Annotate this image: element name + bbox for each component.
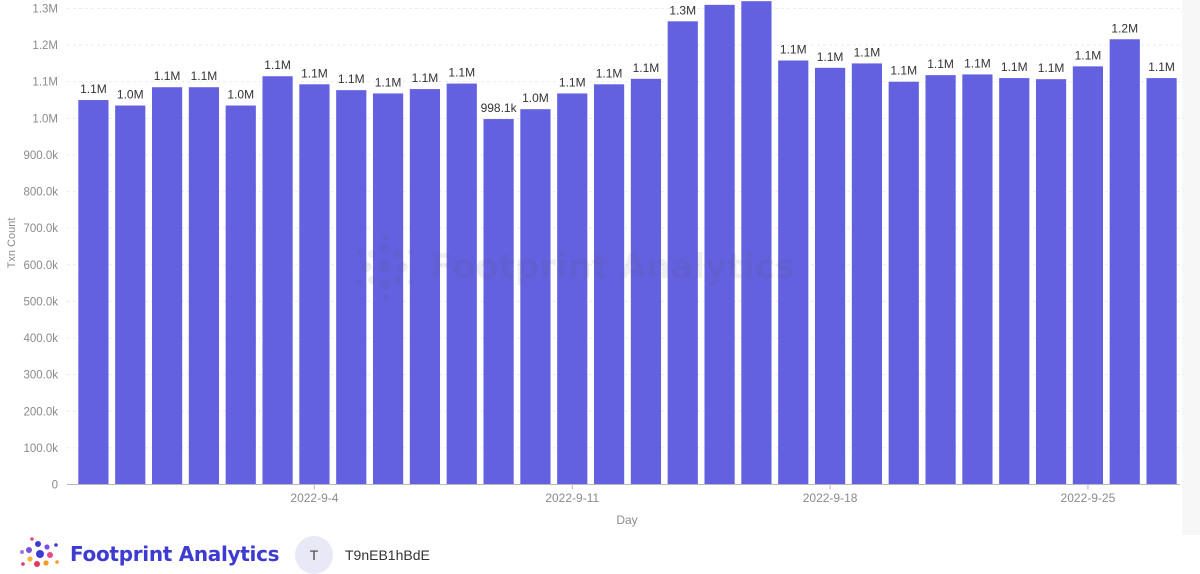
bar: [225, 105, 256, 485]
data-label: 1.1M: [780, 42, 807, 56]
y-tick-label: 300.0k: [23, 370, 58, 382]
bar: [483, 119, 514, 485]
y-tick-label: 600.0k: [23, 260, 58, 272]
y-tick-label: 0: [52, 480, 58, 492]
brand[interactable]: Footprint Analytics: [18, 537, 280, 571]
data-label: 1.1M: [154, 69, 181, 83]
bar: [188, 87, 220, 485]
footer: Footprint Analytics T T9nEB1hBdE: [18, 535, 1198, 574]
bar: [151, 87, 183, 485]
data-label: 1.1M: [448, 66, 475, 80]
bar: [888, 81, 919, 485]
data-label: 1.0M: [227, 88, 254, 102]
y-tick-label: 1.3M: [32, 4, 58, 16]
bar-chart: 0 100.0k 200.0k 300.0k 400.0k 500.0k 600.0k 700…: [6, 1, 1180, 527]
bar: [741, 1, 772, 485]
bar: [557, 93, 588, 485]
bar: [1109, 39, 1140, 485]
data-label: 1.2M: [1111, 21, 1138, 35]
y-tick-label: 900.0k: [23, 150, 58, 162]
data-label: 1.1M: [375, 75, 402, 89]
data-label: 1.1M: [890, 64, 917, 78]
bar: [115, 105, 146, 485]
x-axis-label: Day: [616, 513, 637, 527]
right-scroll-strip: [1182, 0, 1200, 535]
brand-name: Footprint Analytics: [70, 542, 280, 566]
data-label: 1.1M: [264, 58, 291, 72]
data-label: 1.0M: [117, 88, 144, 102]
username: T9nEB1hBdE: [345, 547, 430, 563]
data-label: 1.1M: [596, 66, 623, 80]
avatar: T: [295, 536, 333, 574]
bar: [814, 67, 846, 485]
data-label: 1.1M: [817, 50, 844, 64]
y-tick-label: 700.0k: [23, 223, 58, 235]
x-tick-label: 2022-9-11: [545, 491, 599, 505]
bar: [778, 60, 809, 485]
y-axis-label: Txn Count: [6, 218, 18, 269]
data-label: 1.1M: [301, 66, 328, 80]
bar: [520, 109, 551, 485]
y-tick-label: 500.0k: [23, 296, 58, 308]
x-axis-ticks: 2022-9-4 2022-9-11 2022-9-18 2022-9-25: [290, 484, 1116, 505]
bars: [78, 1, 1177, 485]
data-label: 998.1k: [481, 101, 518, 115]
y-tick-label: 1.2M: [32, 40, 58, 52]
data-label: 1.1M: [964, 56, 991, 70]
data-label: 1.1M: [559, 75, 586, 89]
data-label: 1.1M: [633, 61, 660, 75]
bar: [593, 84, 625, 485]
bar: [1146, 78, 1177, 485]
data-label: 1.1M: [1148, 60, 1175, 74]
x-tick-label: 2022-9-25: [1061, 491, 1116, 505]
footprint-logo-icon: [20, 537, 59, 567]
bar: [851, 63, 883, 485]
bar: [299, 84, 330, 485]
y-tick-label: 800.0k: [23, 187, 58, 199]
bar: [704, 4, 735, 485]
y-tick-label: 100.0k: [23, 443, 58, 455]
y-axis-ticks: 0 100.0k 200.0k 300.0k 400.0k 500.0k 600.0k 700…: [23, 4, 58, 492]
data-label: 1.3M: [669, 3, 696, 17]
data-label: 1.1M: [191, 69, 218, 83]
bar: [1035, 79, 1067, 485]
bar: [446, 83, 477, 485]
bar: [372, 93, 404, 485]
bar: [409, 89, 441, 485]
y-tick-label: 1.1M: [32, 77, 58, 89]
data-label: 1.0M: [522, 91, 549, 105]
bar: [962, 74, 993, 485]
data-labels: 1.1M 1.0M 1.1M 1.1M 1.0M 1.1M 1.1M 1.1M 1.1M 1.1M…: [80, 3, 1175, 115]
bar: [336, 90, 367, 485]
data-label: 1.1M: [854, 45, 881, 59]
user-chip[interactable]: T T9nEB1hBdE: [295, 536, 430, 574]
y-tick-label: 200.0k: [23, 406, 58, 418]
x-tick-label: 2022-9-4: [290, 491, 338, 505]
data-label: 1.1M: [412, 71, 439, 85]
bar: [262, 76, 293, 485]
data-label: 1.1M: [338, 72, 365, 86]
data-label: 1.1M: [927, 57, 954, 71]
data-label: 1.1M: [1075, 48, 1102, 62]
x-tick-label: 2022-9-18: [803, 491, 858, 505]
bar: [925, 75, 956, 485]
bar: [667, 21, 698, 485]
data-label: 1.1M: [1001, 60, 1028, 74]
y-tick-label: 400.0k: [23, 333, 58, 345]
data-label: 1.1M: [80, 82, 107, 96]
y-tick-label: 1.0M: [32, 113, 58, 125]
bar: [999, 78, 1030, 485]
data-label: 1.1M: [1038, 61, 1065, 75]
bar: [1072, 66, 1104, 485]
bar: [630, 78, 662, 485]
bar: [78, 100, 109, 485]
